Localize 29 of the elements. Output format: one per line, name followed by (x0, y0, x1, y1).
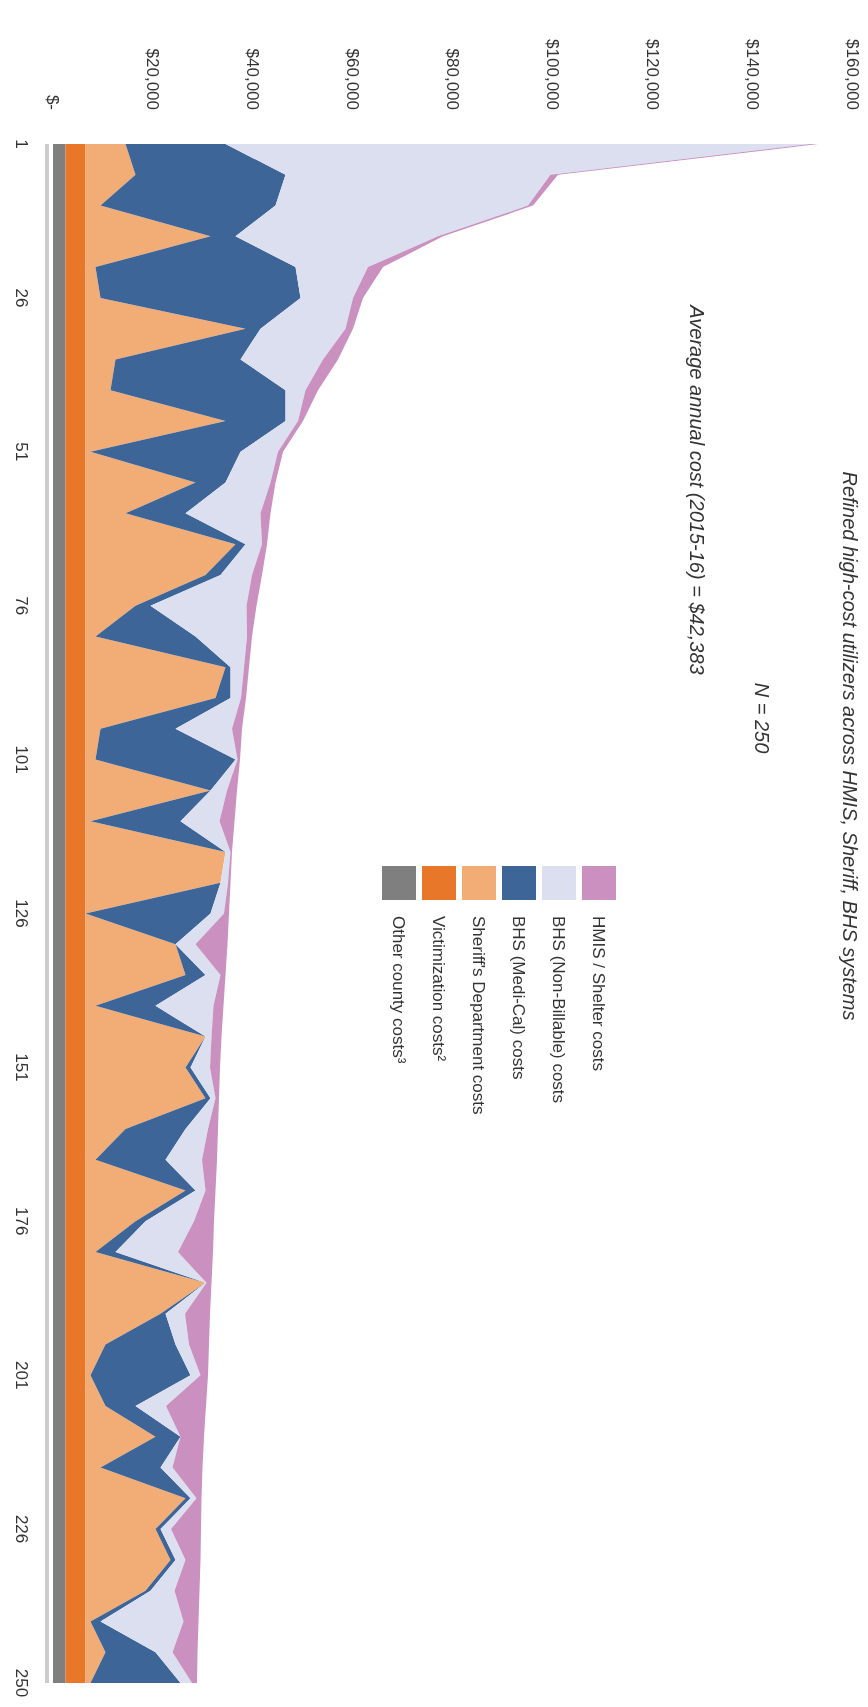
legend-label: Victimization costs² (429, 916, 449, 1062)
text: Refined high-cost utilizers across HMIS, Sheriff, BHS systems (839, 471, 861, 1021)
y-tick-label: 101 (12, 745, 32, 774)
y-tick-label: 126 (12, 899, 32, 928)
text: N = 250 (751, 682, 773, 754)
legend-label: BHS (Non-Billable) costs (549, 916, 569, 1104)
y-tick-label: 76 (12, 596, 32, 616)
x-tick-label: $160,000 (843, 39, 863, 110)
x-tick-label: $- (43, 94, 63, 110)
legend-label: Sheriff's Department costs (469, 916, 489, 1115)
legend-label: HMIS / Shelter costs (589, 916, 609, 1071)
x-tick-label: $20,000 (143, 48, 163, 110)
y-tick-label: 26 (12, 288, 32, 308)
y-tick-label: 176 (12, 1207, 32, 1236)
legend-label: BHS (Medi-Cal) costs (509, 916, 529, 1080)
legend-label: Other county costs³ (389, 916, 409, 1064)
y-tick-label: 201 (12, 1361, 32, 1390)
annotation: Average annual cost (2015-16) = $42,383 (686, 304, 708, 675)
x-tick-label: $60,000 (343, 48, 363, 110)
x-tick-label: $80,000 (443, 48, 463, 110)
y-tick-label: 1 (12, 139, 32, 149)
x-tick-label: $120,000 (643, 39, 663, 110)
x-tick-label: $100,000 (543, 39, 563, 110)
x-tick-label: $140,000 (743, 39, 763, 110)
y-tick-label: 250 (12, 1668, 32, 1698)
y-tick-label: 151 (12, 1053, 32, 1082)
y-tick-label: 51 (12, 442, 32, 462)
y-tick-label: 226 (12, 1514, 32, 1544)
x-tick-label: $40,000 (243, 48, 263, 110)
